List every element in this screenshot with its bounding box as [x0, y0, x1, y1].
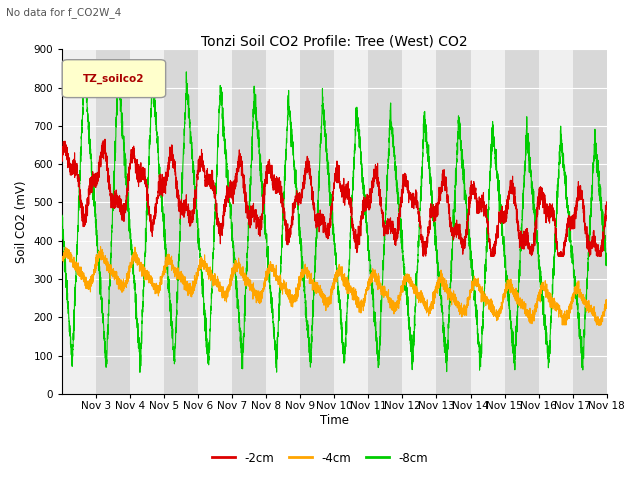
Y-axis label: Soil CO2 (mV): Soil CO2 (mV): [15, 180, 28, 263]
Bar: [164, 49, 198, 394]
FancyBboxPatch shape: [62, 60, 166, 97]
Bar: [436, 49, 470, 394]
Bar: [369, 49, 403, 394]
X-axis label: Time: Time: [320, 414, 349, 427]
Text: TZ_soilco2: TZ_soilco2: [83, 73, 145, 84]
Bar: [232, 49, 266, 394]
Bar: [504, 49, 539, 394]
Bar: [573, 49, 607, 394]
Text: No data for f_CO2W_4: No data for f_CO2W_4: [6, 7, 122, 18]
Title: Tonzi Soil CO2 Profile: Tree (West) CO2: Tonzi Soil CO2 Profile: Tree (West) CO2: [201, 34, 468, 48]
Legend: -2cm, -4cm, -8cm: -2cm, -4cm, -8cm: [207, 447, 433, 469]
Bar: [96, 49, 131, 394]
Bar: [300, 49, 335, 394]
